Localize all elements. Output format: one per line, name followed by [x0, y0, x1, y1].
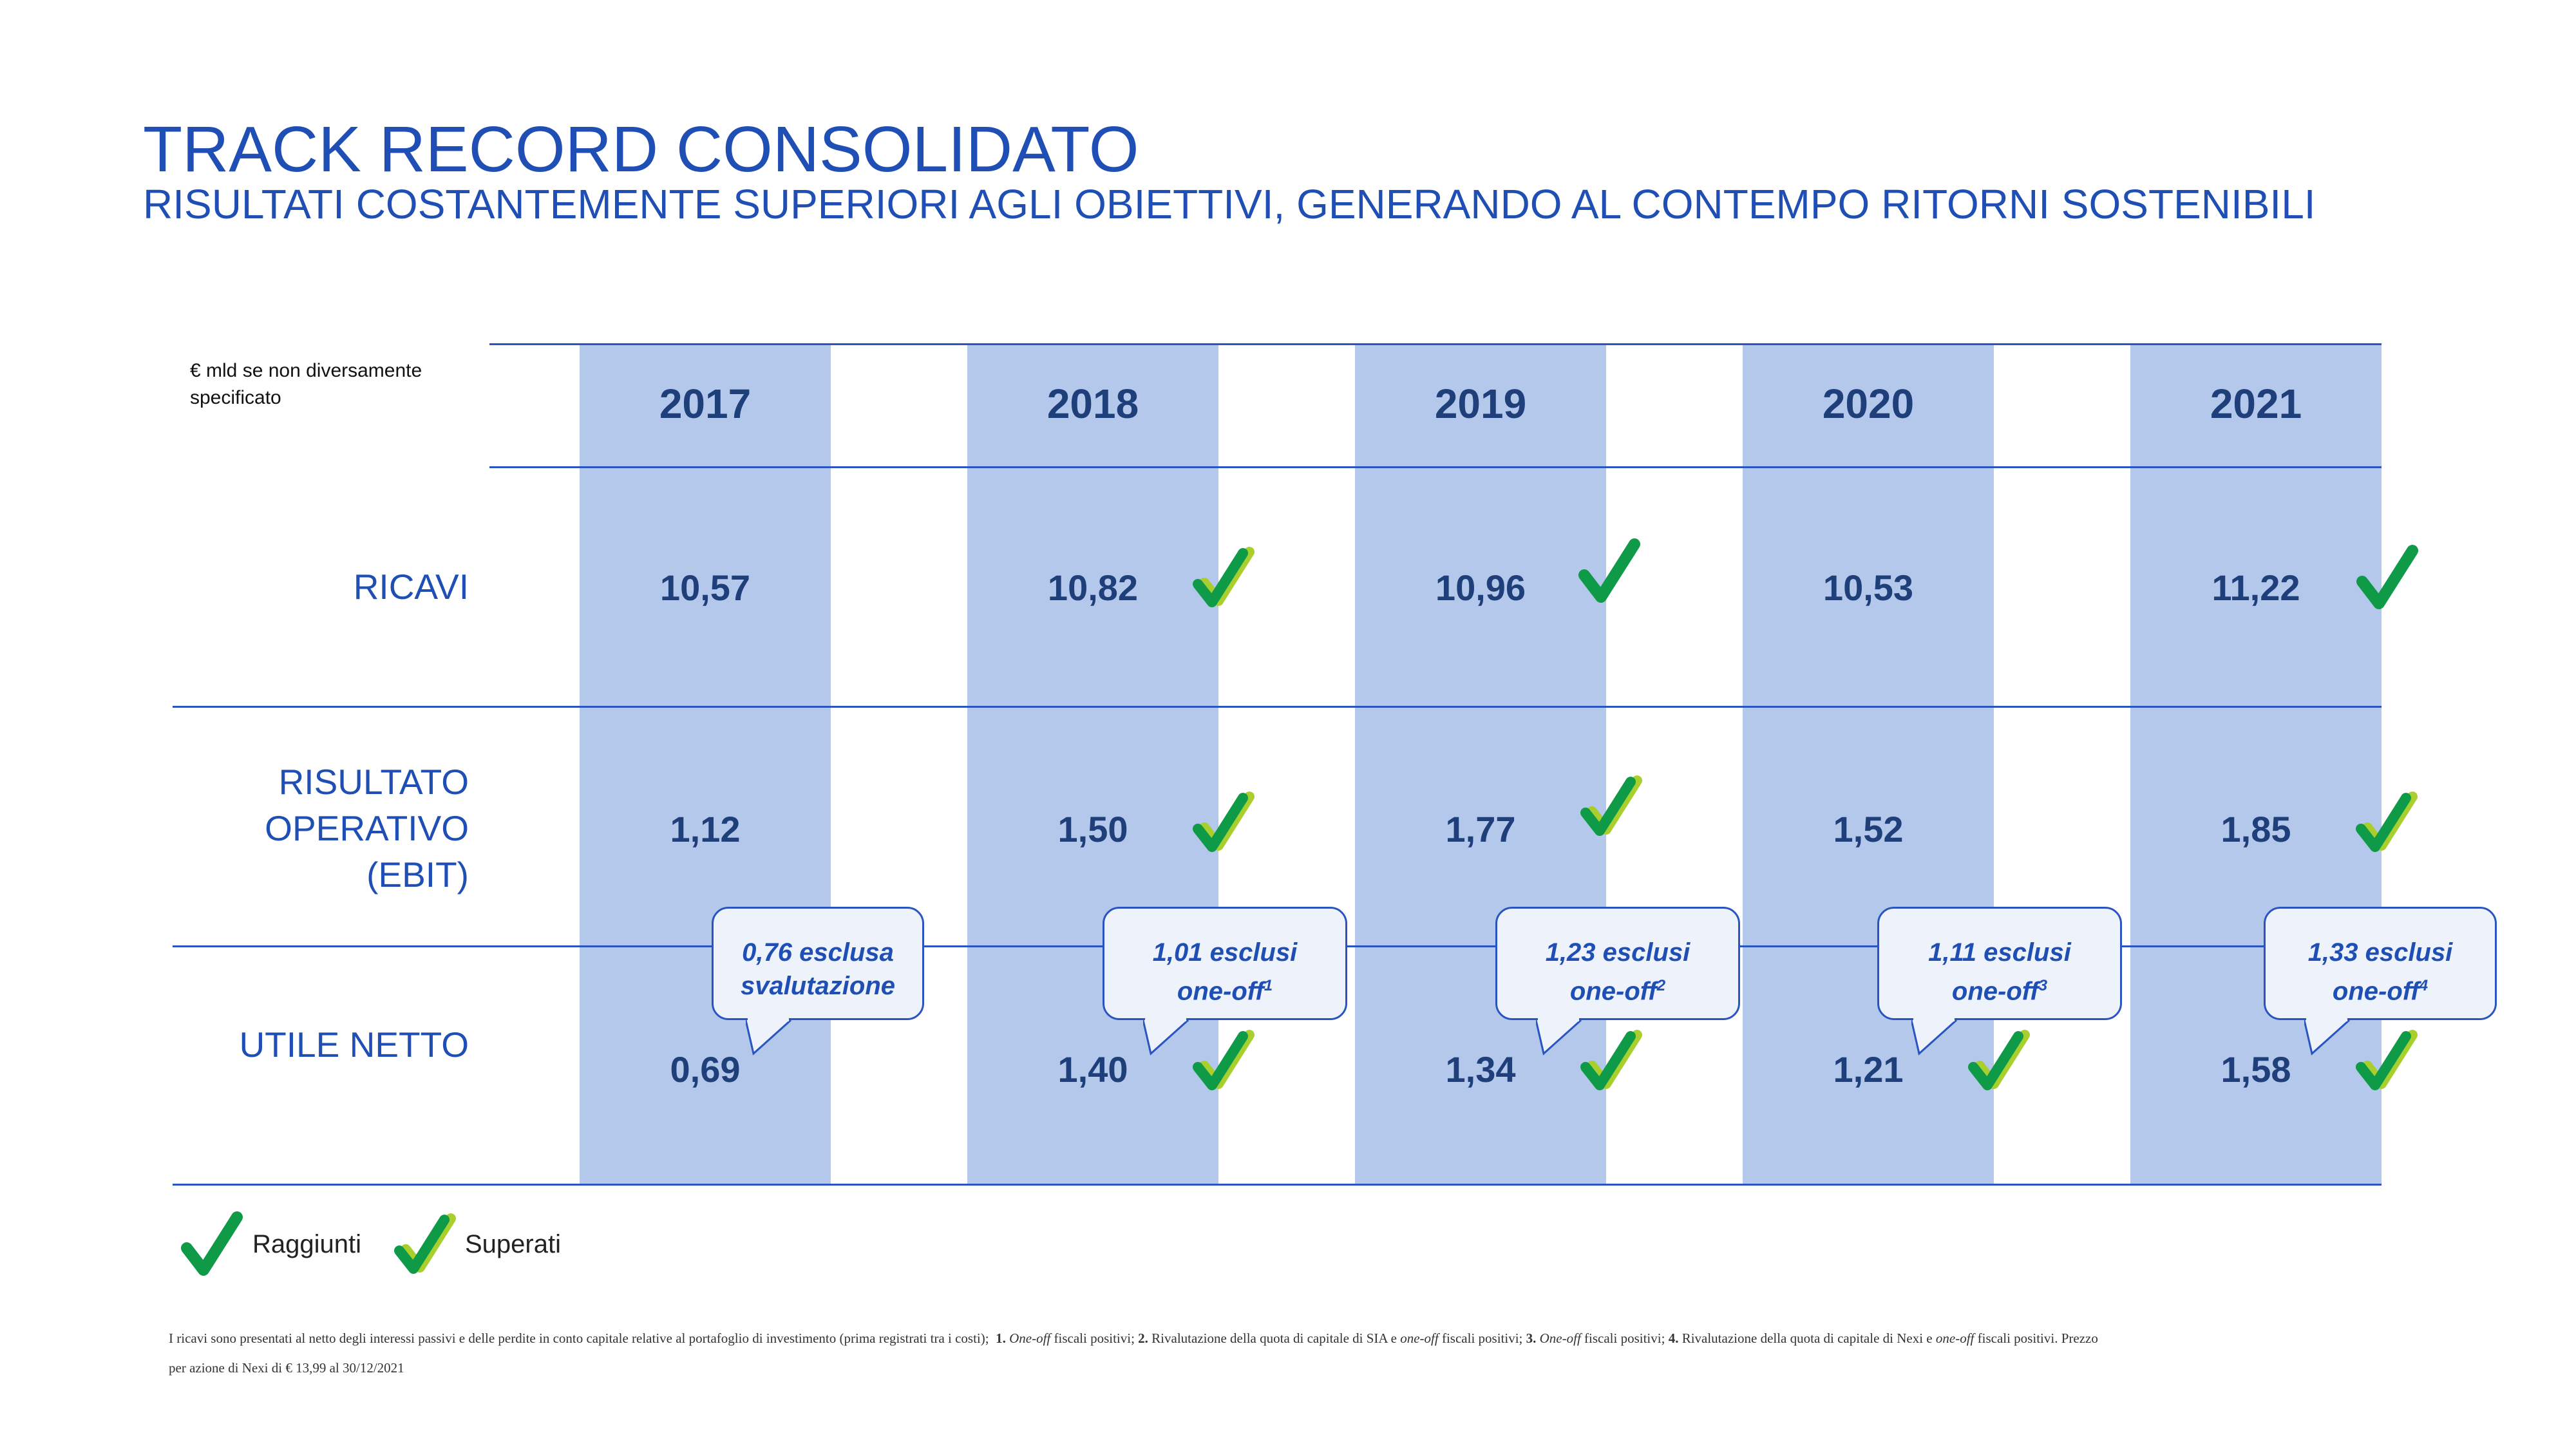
column-2019 [1355, 345, 1606, 1184]
callout-line: 1,23 esclusi [1545, 938, 1690, 967]
row-label-ricavi: RICAVI [353, 567, 469, 607]
callout-tail [1911, 1018, 1958, 1056]
footnote-text: fiscali positivi; [1441, 1331, 1523, 1346]
year-header: 2017 [659, 381, 752, 427]
unit-note: € mld se non diversamente specificato [190, 360, 422, 408]
check-superati-icon [1580, 1030, 1642, 1090]
row-label-line: RISULTATO [278, 762, 469, 802]
value-ebit-2020: 1,52 [1833, 809, 1904, 849]
column-2020 [1743, 345, 1994, 1184]
row-label-utile: UTILE NETTO [239, 1025, 469, 1065]
value-ricavi-2019: 10,96 [1435, 567, 1526, 608]
check-superati-icon [2356, 1030, 2418, 1090]
footnote-number: 3. [1526, 1331, 1537, 1346]
callout-tail [2304, 1018, 2351, 1056]
footnote-number: 2. [1138, 1331, 1148, 1346]
value-ricavi-2018: 10,82 [1047, 567, 1139, 608]
row-label-line: OPERATIVO [265, 808, 469, 848]
value-utile-2018: 1,40 [1057, 1049, 1128, 1090]
page-title: TRACK RECORD CONSOLIDATO [143, 113, 1139, 185]
callout-text: 1,11 esclusi one-off3 [1879, 936, 2120, 1008]
check-superati-icon [1193, 1030, 1255, 1090]
callout-tail [1143, 1018, 1189, 1056]
callout-line: one-off2 [1569, 977, 1666, 1006]
footnote-text: Rivalutazione della quota di capitale di… [1681, 1331, 1933, 1346]
value-ricavi-2021: 11,22 [2211, 567, 2300, 608]
footnote-oneoff: one-off [1400, 1331, 1439, 1346]
legend-raggiunti-icon [181, 1211, 243, 1276]
callout-line: one-off3 [1951, 977, 2048, 1006]
value-utile-2021: 1,58 [2221, 1049, 2291, 1090]
year-header: 2018 [1046, 381, 1139, 427]
callout-text: 1,23 esclusi one-off2 [1497, 936, 1738, 1008]
value-ebit-2018: 1,50 [1057, 809, 1128, 849]
callout-tail [746, 1018, 792, 1056]
column-2018 [967, 345, 1218, 1184]
legend-raggiunti-label: Raggiunti [252, 1230, 362, 1258]
check-superati-icon [1580, 775, 1642, 836]
column-2021 [2130, 345, 2382, 1184]
callout-line: 1,01 esclusi [1152, 938, 1298, 967]
callout-2020: 1,11 esclusi one-off3 [1877, 907, 2122, 1056]
callout-tail [1536, 1018, 1582, 1056]
value-ricavi-2017: 10,57 [659, 567, 751, 608]
callout-line: one-off1 [1177, 977, 1273, 1006]
callout-line: one-off4 [2332, 977, 2429, 1006]
callout-2021: 1,33 esclusi one-off4 [2264, 907, 2497, 1056]
footnote-number: 4. [1668, 1331, 1679, 1346]
footnote-text: fiscali positivi; [1584, 1331, 1665, 1346]
value-ebit-2017: 1,12 [670, 809, 741, 849]
row-label-line: (EBIT) [366, 855, 469, 895]
check-raggiunti-icon [1578, 538, 1640, 603]
callout-line: svalutazione [740, 972, 896, 1000]
value-ebit-2019: 1,77 [1445, 809, 1516, 849]
callout-line: 1,11 esclusi [1928, 938, 2071, 967]
footnote-text: fiscali positivi; [1054, 1331, 1135, 1346]
callout-line: 0,76 esclusa [742, 938, 894, 967]
value-utile-2020: 1,21 [1833, 1049, 1904, 1090]
footnote-intro: I ricavi sono presentati al netto degli … [169, 1331, 989, 1346]
footnote-oneoff: One-off [1539, 1331, 1581, 1346]
year-header: 2020 [1822, 381, 1915, 427]
footnote-text: fiscali positivi. Prezzo per azione di N… [169, 1331, 2098, 1376]
row-label-ebit: RISULTATO OPERATIVO (EBIT) [173, 759, 469, 898]
footnote-text: Rivalutazione della quota di capitale di… [1151, 1331, 1397, 1346]
callout-text: 1,33 esclusi one-off4 [2266, 936, 2495, 1008]
callout-text: 1,01 esclusi one-off1 [1104, 936, 1345, 1008]
footnote: I ricavi sono presentati al netto degli … [169, 1323, 2101, 1383]
footnote-number: 1. [996, 1331, 1006, 1346]
value-utile-2017: 0,69 [670, 1049, 741, 1090]
year-header: 2021 [2210, 381, 2302, 427]
legend-superati-label: Superati [465, 1230, 561, 1258]
value-utile-2019: 1,34 [1445, 1049, 1516, 1090]
table-top-rule [489, 343, 2382, 345]
column-2017 [580, 345, 831, 1184]
callout-line: 1,33 esclusi [2307, 938, 2453, 967]
header-rule [489, 466, 2382, 468]
callout-2017: 0,76 esclusa svalutazione [712, 907, 924, 1056]
year-header: 2019 [1434, 381, 1527, 427]
page-subtitle: RISULTATI COSTANTEMENTE SUPERIORI AGLI O… [143, 181, 2316, 227]
check-superati-icon [1193, 547, 1255, 607]
footnote-oneoff: One-off [1009, 1331, 1051, 1346]
value-ricavi-2020: 10,53 [1823, 567, 1914, 608]
value-ebit-2021: 1,85 [2221, 809, 2291, 849]
check-superati-icon [1193, 791, 1255, 852]
row-rule-ricavi [173, 706, 2382, 708]
check-superati-icon [1968, 1030, 2030, 1090]
callout-2019: 1,23 esclusi one-off2 [1495, 907, 1740, 1056]
check-raggiunti-icon [2356, 545, 2418, 609]
table-bottom-rule [173, 1184, 2382, 1186]
callout-2018: 1,01 esclusi one-off1 [1103, 907, 1347, 1056]
legend-superati-icon [394, 1213, 456, 1274]
callout-text: 0,76 esclusa svalutazione [714, 936, 922, 1003]
check-superati-icon [2356, 791, 2418, 852]
footnote-oneoff: one-off [1935, 1331, 1975, 1346]
